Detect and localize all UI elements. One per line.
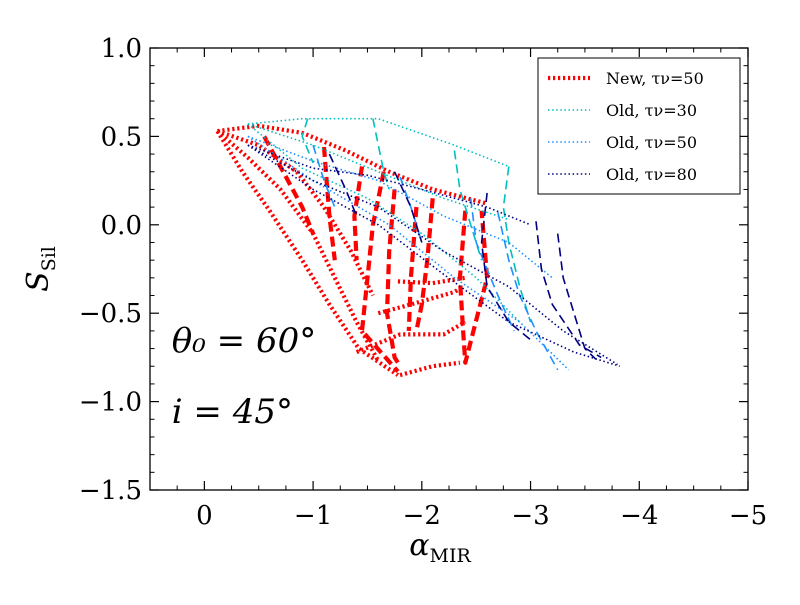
- x-tick-label: 0: [196, 501, 213, 531]
- x-tick-label: −2: [403, 501, 441, 531]
- series-old30-line: [247, 123, 521, 323]
- legend-label-new50: New, τν=50: [606, 69, 704, 88]
- legend-label-old30: Old, τν=30: [606, 101, 697, 120]
- annotations-group: θ₀ = 60° i = 45°: [172, 321, 316, 432]
- y-tick-label: −0.5: [79, 299, 142, 329]
- series-old80-line: [393, 171, 423, 243]
- series-new50-line: [414, 198, 435, 332]
- y-axis-title: SSil: [21, 246, 60, 292]
- legend-label-old80: Old, τν=80: [606, 165, 697, 184]
- series-new50-line: [352, 166, 365, 261]
- series-group: [215, 117, 620, 378]
- x-axis-title: αMIR: [409, 528, 471, 567]
- series-old30-line: [247, 123, 510, 221]
- series-old30-line: [301, 118, 314, 164]
- x-tick-label: −3: [511, 501, 549, 531]
- series-new50-line: [216, 129, 375, 297]
- series-old80-line: [247, 144, 620, 367]
- x-tick-label: −1: [294, 501, 332, 531]
- y-tick-label: 0.0: [101, 211, 142, 241]
- annotation-incl: i = 45°: [172, 392, 293, 432]
- y-tick-label: −1.5: [79, 476, 142, 506]
- series-old80-line: [480, 192, 532, 341]
- series-old80-line: [328, 153, 358, 217]
- x-tick-label: −5: [729, 501, 767, 531]
- series-old30-line: [453, 150, 483, 261]
- y-tick-label: 1.0: [101, 34, 142, 64]
- series-old50-line: [247, 135, 553, 279]
- series-old80-line: [247, 144, 618, 366]
- annotation-theta: θ₀ = 60°: [172, 321, 316, 361]
- series-new50-line: [457, 210, 490, 365]
- legend-label-old50: Old, τν=50: [606, 133, 697, 152]
- series-new50-line: [399, 360, 461, 378]
- series-new50-line: [377, 284, 465, 316]
- series-new50-line: [321, 146, 337, 261]
- series-new50-line: [217, 123, 488, 206]
- series-old50-line: [312, 144, 336, 208]
- series-new50-line: [359, 171, 400, 373]
- series-old80-line: [556, 233, 597, 360]
- series-old30-line: [502, 166, 532, 323]
- series-new50-line: [355, 320, 467, 355]
- series-old30-line: [247, 117, 510, 168]
- axis-ticks: 0 −1 −2 −3 −4 −5 1.0 0.5 0.0 −0.5 −1.0 −1.5: [79, 34, 767, 531]
- series-new50-line: [406, 206, 419, 331]
- series-old50-line: [469, 198, 515, 332]
- series-new50-line: [397, 275, 466, 286]
- y-tick-label: −1.0: [79, 388, 142, 418]
- series-old80-line: [247, 144, 531, 226]
- series-new50-line: [384, 189, 400, 364]
- series-new50-line: [262, 135, 316, 235]
- x-tick-label: −4: [620, 501, 658, 531]
- y-tick-label: 0.5: [101, 122, 142, 152]
- legend-box: [537, 57, 741, 195]
- legend: New, τν=50 Old, τν=30 Old, τν=50 Old, τν=80: [537, 57, 741, 195]
- series-old80-line: [535, 221, 602, 359]
